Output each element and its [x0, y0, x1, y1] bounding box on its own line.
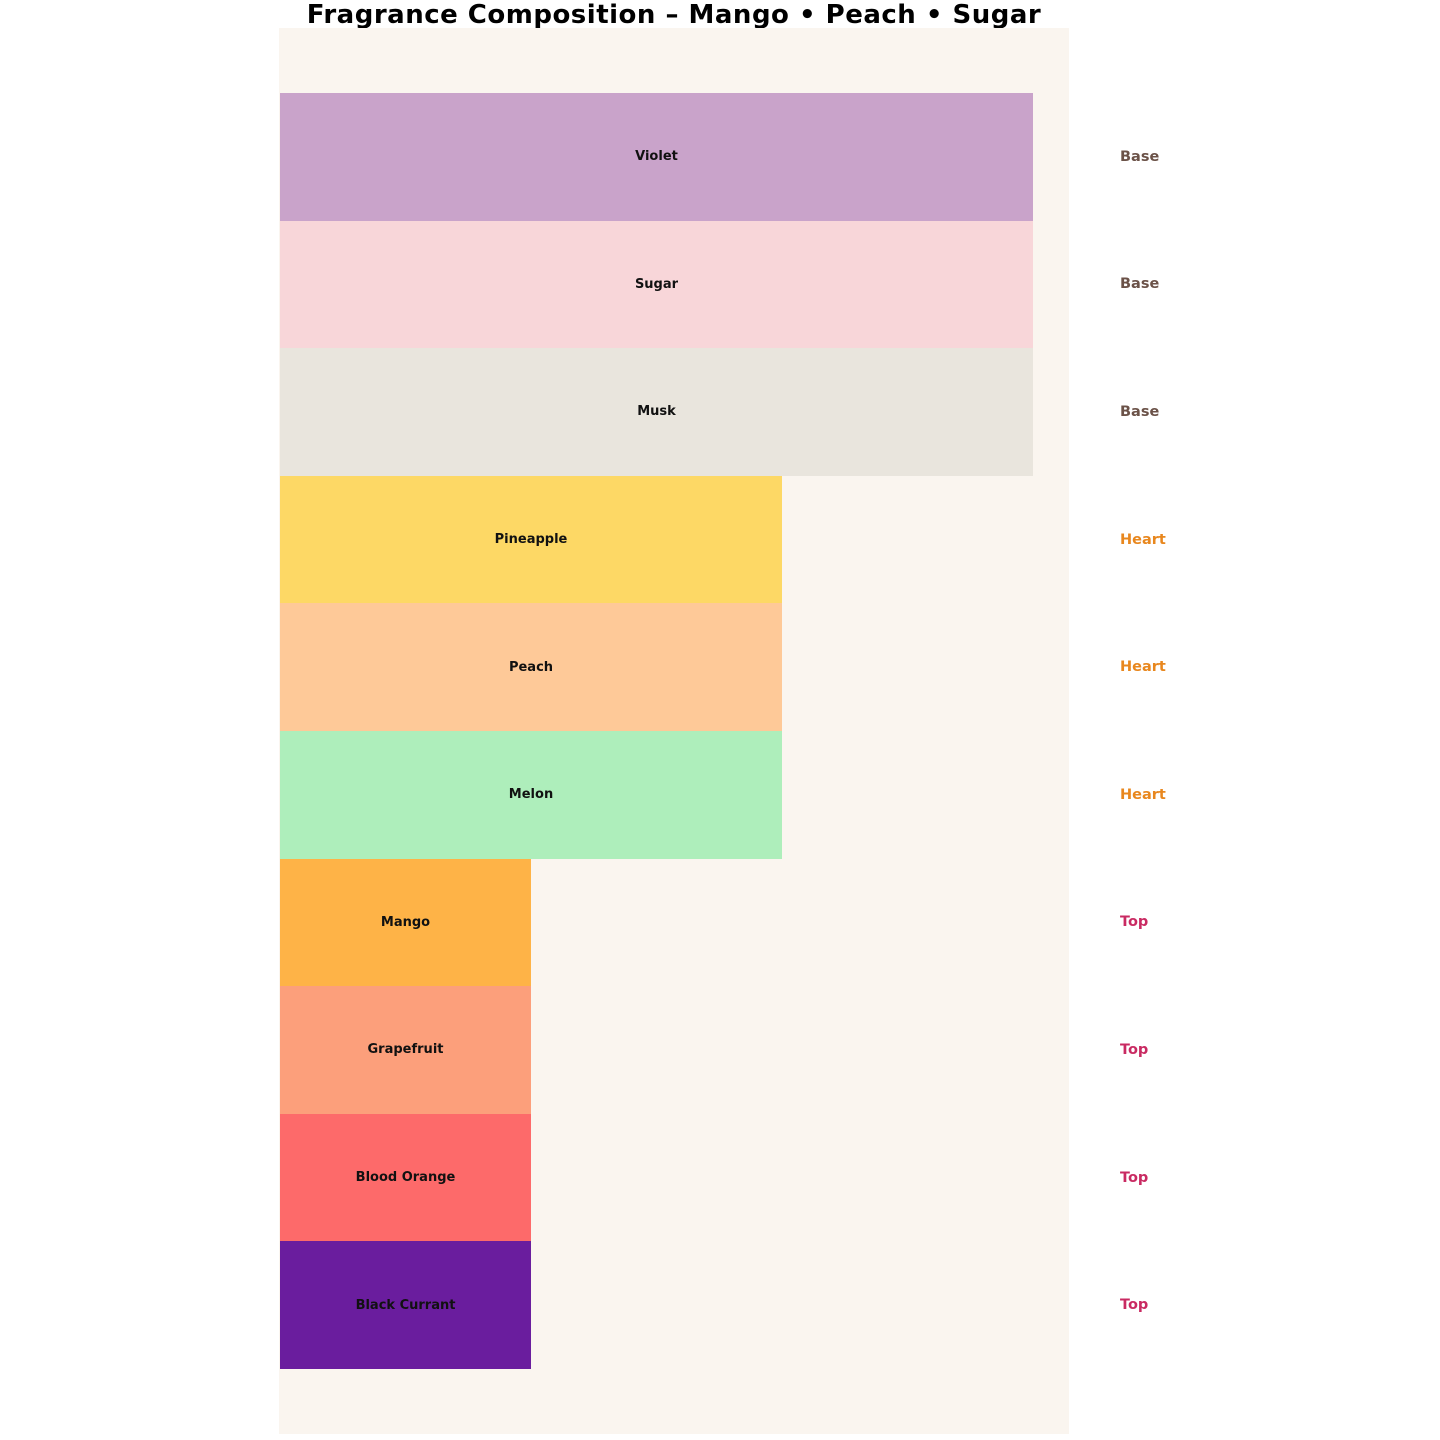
group-label-base-2: Base — [1120, 403, 1160, 420]
bar-label-melon: Melon — [508, 787, 554, 803]
bar-grapefruit: Grapefruit — [280, 986, 531, 1114]
bar-label-mango: Mango — [380, 914, 431, 930]
bar-label-sugar: Sugar — [634, 276, 679, 292]
bar-label-pineapple: Pineapple — [494, 532, 568, 548]
group-label-top-8: Top — [1120, 1169, 1149, 1186]
bar-label-blood-orange: Blood Orange — [355, 1170, 456, 1186]
bar-label-peach: Peach — [508, 659, 554, 675]
bar-peach: Peach — [280, 603, 782, 731]
bar-label-musk: Musk — [637, 404, 676, 420]
bar-label-grapefruit: Grapefruit — [367, 1042, 444, 1058]
group-label-heart-3: Heart — [1120, 531, 1166, 548]
bar-violet: Violet — [280, 93, 1033, 221]
group-label-heart-5: Heart — [1120, 786, 1166, 803]
group-label-heart-4: Heart — [1120, 659, 1166, 676]
chart-title: Fragrance Composition – Mango • Peach • … — [306, 0, 1042, 30]
group-label-top-9: Top — [1120, 1297, 1149, 1314]
bar-black-currant: Black Currant — [280, 1241, 531, 1369]
bar-label-black-currant: Black Currant — [355, 1297, 456, 1313]
group-label-top-7: Top — [1120, 1041, 1149, 1058]
group-label-top-6: Top — [1120, 914, 1149, 931]
bar-melon: Melon — [280, 731, 782, 859]
group-label-base-0: Base — [1120, 148, 1160, 165]
bar-musk: Musk — [280, 348, 1033, 476]
bar-blood-orange: Blood Orange — [280, 1113, 531, 1242]
bar-mango: Mango — [280, 858, 531, 987]
bar-label-violet: Violet — [635, 149, 678, 165]
bar-pineapple: Pineapple — [280, 475, 782, 604]
bar-sugar: Sugar — [280, 220, 1033, 349]
group-label-base-1: Base — [1120, 276, 1160, 293]
